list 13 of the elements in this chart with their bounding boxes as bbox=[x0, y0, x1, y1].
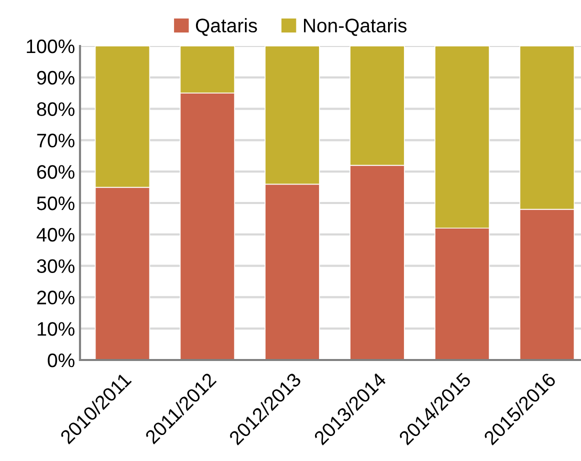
y-tick-label: 90% bbox=[37, 70, 74, 85]
legend-label: Non-Qataris bbox=[304, 18, 407, 36]
y-tick-label: 100% bbox=[26, 39, 74, 54]
y-tick-label: 80% bbox=[37, 102, 74, 116]
y-tick-label: 0% bbox=[48, 353, 74, 368]
legend-label: Qataris bbox=[196, 18, 257, 36]
y-tick-label: 70% bbox=[37, 134, 74, 148]
y-tick-label: 40% bbox=[36, 228, 74, 242]
y-tick-label: 10% bbox=[38, 322, 74, 336]
y-tick-label: 50% bbox=[37, 196, 74, 210]
y-tick-label: 20% bbox=[37, 290, 74, 304]
y-tick-label: 60% bbox=[37, 165, 74, 179]
y-tick-label: 30% bbox=[36, 259, 74, 274]
